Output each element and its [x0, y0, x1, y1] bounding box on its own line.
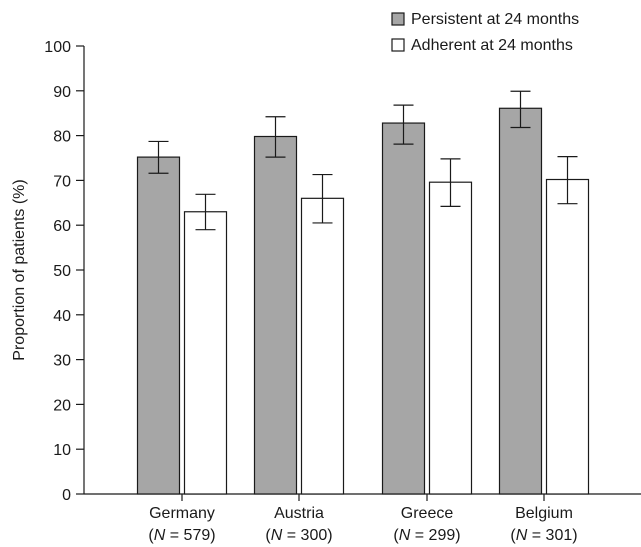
y-tick-label: 100	[44, 39, 71, 56]
x-tick-label: Greece	[401, 505, 454, 522]
y-tick-label: 50	[53, 263, 71, 280]
bar-persistent-belgium	[498, 107, 543, 495]
error-bars	[148, 90, 578, 231]
y-tick-label: 0	[62, 487, 71, 504]
y-axis-title: Proportion of patients (%)	[11, 179, 28, 360]
y-tick-label: 30	[53, 353, 71, 370]
x-tick-sublabel: (N = 300)	[265, 527, 332, 544]
bar-adherent-germany	[183, 211, 228, 495]
legend-label-persistent: Persistent at 24 months	[411, 11, 579, 28]
x-tick-label: Germany	[149, 505, 215, 522]
y-tick-label: 60	[53, 218, 71, 235]
y-tick-label: 70	[53, 173, 71, 190]
x-tick-sublabel: (N = 299)	[393, 527, 460, 544]
y-tick-label: 40	[53, 308, 71, 325]
y-tick-label: 90	[53, 84, 71, 101]
bars	[136, 107, 590, 495]
legend-swatch-persistent	[391, 12, 405, 26]
x-axis: Germany (N = 579) Austria (N = 300) Greece (N…	[84, 493, 641, 544]
bar-adherent-greece	[428, 181, 473, 495]
legend-swatch-adherent	[391, 38, 405, 52]
x-tick-label: Belgium	[515, 505, 573, 522]
y-tick-label: 10	[53, 442, 71, 459]
bar-persistent-greece	[381, 122, 426, 495]
y-axis: 0 10 20 30 40 50 60 70 80 90 100	[44, 39, 85, 504]
bar-adherent-austria	[300, 197, 345, 495]
bar-adherent-belgium	[545, 178, 590, 495]
bar-persistent-germany	[136, 156, 181, 495]
y-tick-label: 20	[53, 397, 71, 414]
legend: Persistent at 24 months Adherent at 24 mo…	[391, 11, 579, 54]
legend-label-adherent: Adherent at 24 months	[411, 37, 573, 54]
x-tick-label: Austria	[274, 505, 324, 522]
x-tick-sublabel: (N = 301)	[510, 527, 577, 544]
x-tick-sublabel: (N = 579)	[148, 527, 215, 544]
bar-persistent-austria	[253, 135, 298, 495]
y-tick-label: 80	[53, 129, 71, 146]
